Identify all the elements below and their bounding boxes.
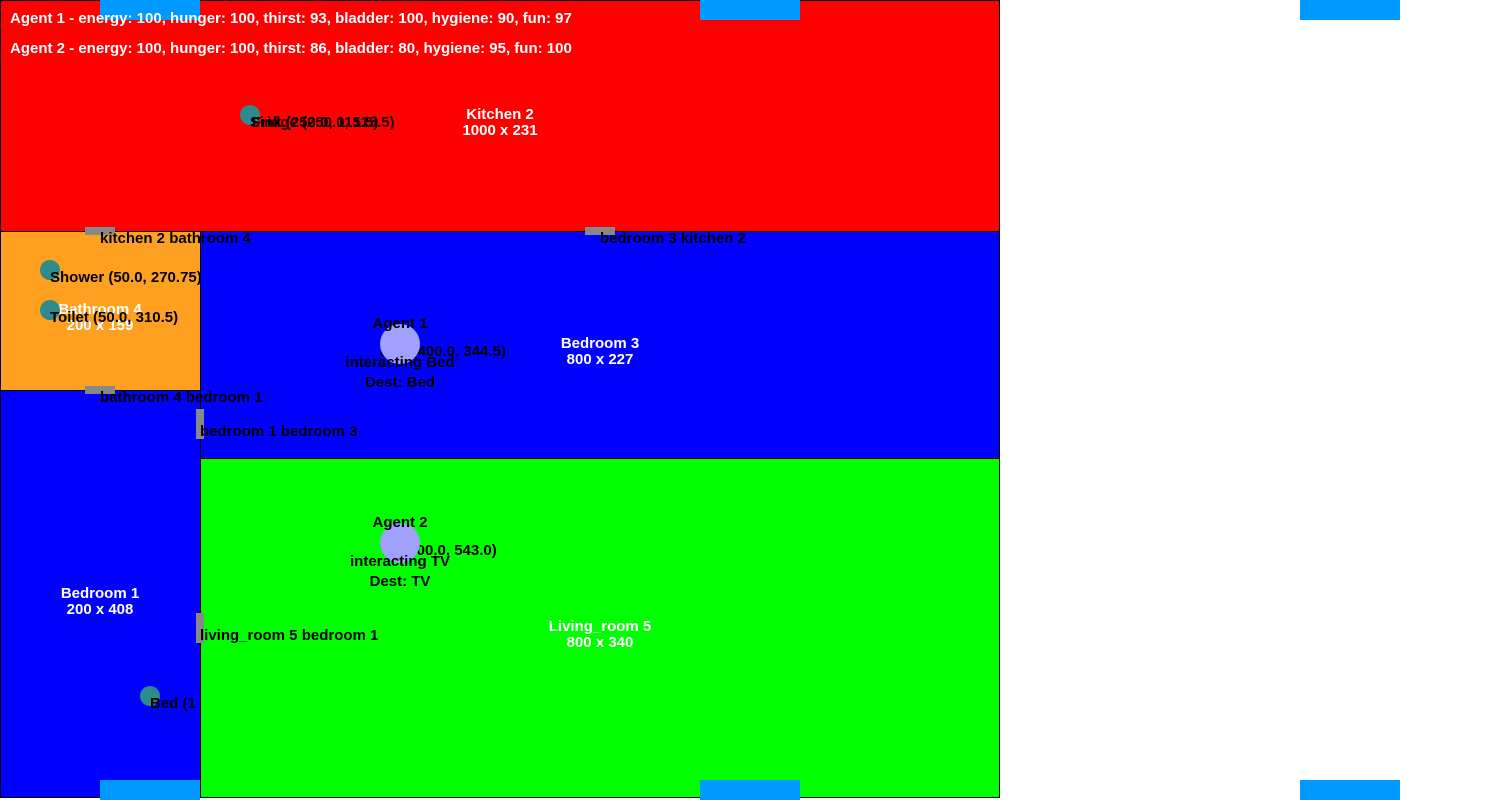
object-label: Shower (50.0, 270.75) [50, 270, 200, 286]
agent-1-avatar[interactable] [380, 324, 420, 364]
window [700, 780, 800, 800]
door-kitchen-bathroom[interactable] [85, 227, 115, 235]
shower-object[interactable] [40, 260, 60, 280]
room-name: Bedroom 1 [60, 585, 140, 602]
room-name: Bathroom 4 [58, 301, 142, 318]
agent-2-destination: Dest: TV [369, 573, 431, 590]
door-label: bedroom 1 bedroom 3 [200, 423, 358, 440]
agent-2-stats: Agent 2 - energy: 100, hunger: 100, thir… [10, 40, 572, 57]
room-size: 800 x 340 [566, 634, 634, 651]
room-name: Kitchen 2 [466, 106, 534, 123]
room-label-bedroom-3: Bedroom 3 800 x 227 [561, 336, 639, 368]
room-size: 200 x 159 [66, 317, 134, 334]
object-label: Toilet (50.0, 310.5) [50, 309, 179, 326]
room-bathroom-4 [0, 231, 201, 391]
agent-1-destination: Dest: Bed [364, 374, 436, 391]
door-living-bedroom1[interactable] [196, 613, 204, 643]
room-name: Living_room 5 [548, 618, 652, 635]
room-label-bedroom-1: Bedroom 1 200 x 408 [61, 586, 139, 618]
room-label-bathroom: Bathroom 4 200 x 159 [58, 302, 141, 334]
window [100, 780, 200, 800]
door-bedroom3-kitchen[interactable] [585, 227, 615, 235]
room-size: 800 x 227 [566, 351, 634, 368]
object-label: Bed (1 [150, 695, 196, 712]
room-living-room-5 [200, 458, 1000, 798]
door-label: living_room 5 bedroom 1 [200, 627, 379, 644]
room-label-living-room: Living_room 5 800 x 340 [549, 619, 652, 651]
door-bathroom-bedroom1[interactable] [85, 386, 115, 394]
agent-2-avatar[interactable] [380, 523, 420, 563]
door-label: kitchen 2 bathroom 4 [100, 230, 251, 247]
room-label-kitchen: Kitchen 2 1000 x 231 [462, 107, 537, 139]
agent-1-name: Agent 1 [372, 315, 428, 332]
agent-1-stats: Agent 1 - energy: 100, hunger: 100, thir… [10, 10, 572, 27]
door-label: bedroom 3 kitchen 2 [600, 230, 746, 247]
toilet-object[interactable] [40, 300, 60, 320]
room-name: Bedroom 3 [560, 335, 640, 352]
bed-object[interactable] [140, 686, 160, 706]
window [700, 0, 800, 20]
object-label: Fridge (250.0, 115.5) [252, 114, 395, 131]
window [100, 0, 200, 20]
room-bedroom-1 [0, 390, 201, 798]
door-label: bathroom 4 bedroom 1 [100, 389, 263, 406]
sink-fridge-object[interactable] [240, 105, 260, 125]
room-kitchen-2 [0, 0, 1000, 232]
agent-2-name: Agent 2 [372, 514, 428, 531]
door-bedroom1-bedroom3[interactable] [196, 409, 204, 439]
object-label: Sink (250.0, 115.5) [250, 114, 379, 131]
room-size: 1000 x 231 [462, 122, 538, 139]
agent-1-state: interacting Bed [345, 354, 455, 371]
agent-2-state: interacting TV [349, 553, 451, 570]
window [1300, 780, 1400, 800]
room-size: 200 x 408 [66, 601, 134, 618]
window [1300, 0, 1400, 20]
